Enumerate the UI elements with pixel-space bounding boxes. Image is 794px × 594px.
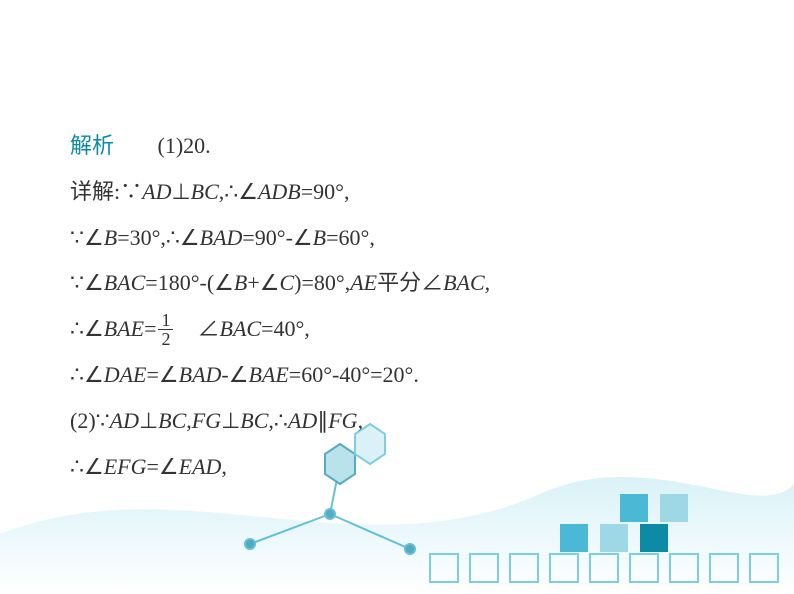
text: +∠ <box>247 270 279 295</box>
seg-bac: BAC <box>220 316 262 341</box>
text: , <box>485 270 491 295</box>
seg-b: B <box>234 270 247 295</box>
text: ∴∠ <box>70 316 104 341</box>
seg-b: B <box>313 225 326 250</box>
text: 平分∠ <box>377 270 443 295</box>
parallel: ∥ <box>317 408 328 433</box>
text: =∠ <box>147 362 179 387</box>
seg-bc: BC <box>158 408 186 433</box>
text: =90°, <box>301 179 350 204</box>
seg-bc: BC <box>191 179 219 204</box>
text: =∠ <box>147 454 179 479</box>
seg-fg: FG <box>328 408 357 433</box>
seg-b: B <box>104 225 117 250</box>
line-3: ∵∠BAC=180°-(∠B+∠C)=80°,AE平分∠BAC, <box>70 262 750 304</box>
part1-answer: (1)20. <box>158 133 211 158</box>
text: ∵∠ <box>70 225 104 250</box>
text: =180°-(∠ <box>145 270 234 295</box>
perp: ⊥ <box>139 408 158 433</box>
text: =60°-40°=20°. <box>289 362 419 387</box>
line-6: (2)∵AD⊥BC,FG⊥BC,∴AD∥FG, <box>70 400 750 442</box>
text: ∴∠ <box>70 362 104 387</box>
heading-label: 解析 <box>70 133 114 158</box>
seg-ae: AE <box>350 270 377 295</box>
line-1: 详解:∵AD⊥BC,∴∠ADB=90°, <box>70 171 750 213</box>
seg-bc: BC <box>240 408 268 433</box>
text: =30°,∴∠ <box>117 225 199 250</box>
fraction-one-half: 12 <box>158 311 173 348</box>
line-5: ∴∠DAE=∠BAD-∠BAE=60°-40°=20°. <box>70 354 750 396</box>
seg-ad: AD <box>110 408 139 433</box>
seg-bae: BAE <box>248 362 288 387</box>
text: ,∴ <box>268 408 288 433</box>
text: ∠ <box>175 316 219 341</box>
line-heading: 解析 (1)20. <box>70 125 750 167</box>
text: =60°, <box>326 225 375 250</box>
line-2: ∵∠B=30°,∴∠BAD=90°-∠B=60°, <box>70 217 750 259</box>
fraction-denominator: 2 <box>158 329 173 348</box>
seg-ead: EAD <box>179 454 222 479</box>
text: (2)∵ <box>70 408 110 433</box>
seg-c: C <box>279 270 294 295</box>
text: , <box>221 454 227 479</box>
solution-body: 解析 (1)20. 详解:∵AD⊥BC,∴∠ADB=90°, ∵∠B=30°,∴… <box>70 125 750 491</box>
text: =40°, <box>261 316 310 341</box>
line-7: ∴∠EFG=∠EAD, <box>70 446 750 488</box>
text: = <box>144 316 156 341</box>
seg-efg: EFG <box>104 454 147 479</box>
seg-bac: BAC <box>104 270 146 295</box>
text: ∵∠ <box>70 270 104 295</box>
fraction-numerator: 1 <box>158 311 173 329</box>
seg-dae: DAE <box>104 362 147 387</box>
text: ,∴∠ <box>219 179 258 204</box>
text: , <box>358 408 364 433</box>
seg-ad: AD <box>288 408 317 433</box>
seg-bae: BAE <box>104 316 144 341</box>
text: )=80°, <box>294 270 350 295</box>
seg-bac: BAC <box>443 270 485 295</box>
seg-bad: BAD <box>179 362 222 387</box>
text: ∴∠ <box>70 454 104 479</box>
text: =90°-∠ <box>242 225 312 250</box>
line-4: ∴∠BAE=12 ∠BAC=40°, <box>70 308 750 350</box>
perp: ⊥ <box>171 179 190 204</box>
seg-fg: FG <box>192 408 221 433</box>
seg-ad: AD <box>142 179 171 204</box>
text: -∠ <box>221 362 248 387</box>
seg-bad: BAD <box>200 225 243 250</box>
perp: ⊥ <box>221 408 240 433</box>
seg-adb: ADB <box>258 179 301 204</box>
text: 详解:∵ <box>70 179 142 204</box>
